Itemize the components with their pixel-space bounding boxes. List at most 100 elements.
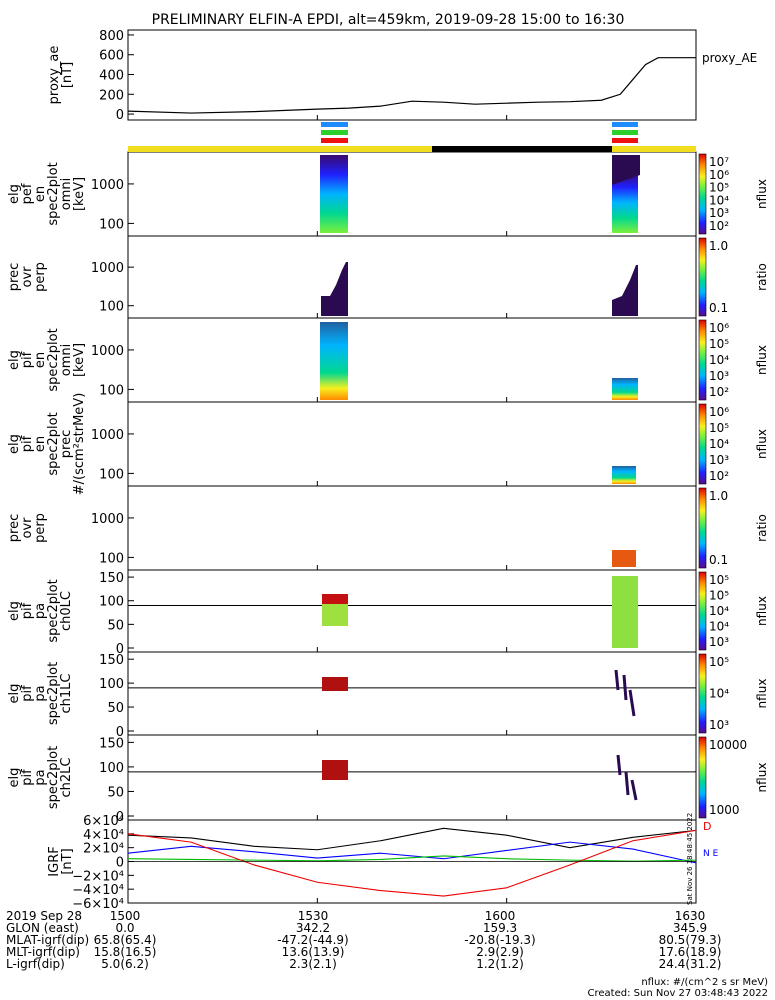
ytick-label: −2×10⁴ <box>72 869 124 884</box>
ytick-label: 0 <box>116 725 124 740</box>
xaxis-row-value: 342.2 <box>296 921 330 935</box>
panel-frame <box>127 569 697 653</box>
ylabel-line: spec2plot <box>46 162 61 225</box>
spec-e-ratio-left <box>321 262 348 316</box>
colorbar-tick-label: 10⁵ <box>709 589 729 603</box>
xaxis-annotation: 2019 Sep 28 1500 1530 1600 1630 GLON (east) 0.… <box>6 909 721 971</box>
ytick-label: 150 <box>99 653 124 668</box>
ylabel-line: pa <box>33 603 48 619</box>
colorbar-tick-label: 10² <box>709 385 729 399</box>
ylabel-line: pif <box>20 685 35 702</box>
xaxis-row-value: 15.8(16.5) <box>94 945 157 959</box>
xaxis-row-label: MLAT-igrf(dip) <box>6 933 89 947</box>
panel-proxy_ae: proxy_ae[nT] 800 600 400 200 0 proxy_AE <box>47 29 757 123</box>
ylabel-line: elg <box>7 601 22 621</box>
xaxis-row-value: 5.0(6.2) <box>101 957 149 971</box>
ylabel-line: spec2plot <box>46 746 61 809</box>
ylabel-line: pif <box>20 435 35 452</box>
ylabel-line: prec <box>7 263 22 291</box>
spec-pa2-left-red <box>322 760 348 780</box>
xaxis-row-value: 1630 <box>675 909 706 923</box>
colorbar-tick-label: 10⁵ <box>709 573 729 587</box>
ytick-label: 1000 <box>91 512 124 527</box>
colorbar <box>698 736 707 819</box>
igrf-marker-d: D <box>703 820 711 833</box>
colorbar <box>698 319 707 401</box>
ylabel-line: prec <box>7 514 22 542</box>
legend-proxy-ae: proxy_AE <box>702 51 757 65</box>
panel-pa_ch0: elgpifpaspec2plotch0LC15010050010⁵10⁵10⁴… <box>7 569 769 657</box>
ytick-label: 100 <box>99 677 124 692</box>
xaxis-row-value: 65.8(65.4) <box>94 933 157 947</box>
panel-frame <box>127 29 697 121</box>
xaxis-row-value: 1530 <box>298 909 329 923</box>
spec-i-omni-left <box>320 322 348 400</box>
spec-pa0-left <box>322 604 348 626</box>
ylabel-line: pif <box>20 769 35 786</box>
colorbar-tick-label: 10⁴ <box>709 620 729 634</box>
spec-e-ratio-right <box>612 265 638 316</box>
colorbar-label: nflux <box>755 345 769 375</box>
colorbar-tick-label: 10³ <box>709 718 729 732</box>
ylabel-line: elg <box>7 184 22 204</box>
colorbar <box>698 153 707 235</box>
colorbar-tick-label: 10⁶ <box>709 405 729 419</box>
ylabel-line: pa <box>33 769 48 785</box>
ytick-label: 100 <box>99 383 124 398</box>
ytick-label: 4×10⁴ <box>83 828 124 843</box>
colorbar-label: nflux <box>755 179 769 209</box>
ylabel-line: perp <box>33 513 48 543</box>
ylabel-line: IGRF <box>47 846 62 876</box>
ylabel-line: elg <box>7 768 22 788</box>
ytick-label: 0 <box>116 108 124 123</box>
ytick-label: 1000 <box>91 261 124 276</box>
colorbar-tick-label: 1000 <box>709 803 740 817</box>
ytick-label: 100 <box>99 467 124 482</box>
ylabel-line: [keV] <box>72 177 87 211</box>
orbit-bar-black <box>432 146 612 152</box>
ytick-label: −4×10⁴ <box>72 883 124 898</box>
ytick-label: 50 <box>107 618 124 633</box>
ylabel-line: ch2LC <box>59 758 74 798</box>
xaxis-row-value: 2.9(2.9) <box>476 945 524 959</box>
igrf-series-1 <box>127 841 697 864</box>
ylabel-line: #/(scm²strMeV) <box>72 393 87 496</box>
ytick-label: 0 <box>116 642 124 657</box>
ytick-label: 2×10⁴ <box>83 842 124 857</box>
colorbar-tick-label: 10⁴ <box>709 193 729 207</box>
ylabel-line: en <box>33 186 48 202</box>
ylabel-line: spec2plot <box>46 412 61 475</box>
spec-i-omni-right <box>612 378 638 400</box>
colorbar-tick-label: 0.1 <box>709 301 728 315</box>
colorbar-tick-label: 10⁵ <box>709 421 729 435</box>
colorbar-tick-label: 10⁵ <box>709 655 729 669</box>
panel-igrf: IGRF[nT] 6×10⁴4×10⁴2×10⁴0−2×10⁴−4×10⁴−6×1… <box>47 814 697 912</box>
xaxis-row-value: 24.4(31.2) <box>659 957 722 971</box>
spec-pa1-right <box>614 669 636 717</box>
colorbar <box>698 487 707 569</box>
spec-pa2-right <box>616 754 638 801</box>
ylabel-line: pif <box>20 602 35 619</box>
ytick-label: 0 <box>116 856 124 871</box>
ylabel-line: elg <box>7 684 22 704</box>
xaxis-row-value: 1500 <box>110 909 141 923</box>
colorbar-tick-label: 10³ <box>709 369 729 383</box>
ytick-label: 800 <box>99 29 124 44</box>
colorbar-tick-label: 10⁷ <box>709 155 729 169</box>
colorbar-tick-label: 10² <box>709 469 729 483</box>
colorbar <box>698 653 707 734</box>
colorbar-tick-label: 10³ <box>709 453 729 467</box>
ytick-label: 150 <box>99 571 124 586</box>
ylabel-line: ovr <box>20 266 35 288</box>
colorbar-tick-label: 10000 <box>709 738 747 752</box>
colorbar-tick-label: 0.1 <box>709 553 728 567</box>
ytick-label: 1000 <box>91 344 124 359</box>
colorbar <box>698 571 707 651</box>
ytick-label: 150 <box>99 736 124 751</box>
ylabel-line: omni <box>59 344 74 376</box>
colorbar-tick-label: 1.0 <box>709 489 728 503</box>
colorbar-label: ratio <box>755 514 769 542</box>
